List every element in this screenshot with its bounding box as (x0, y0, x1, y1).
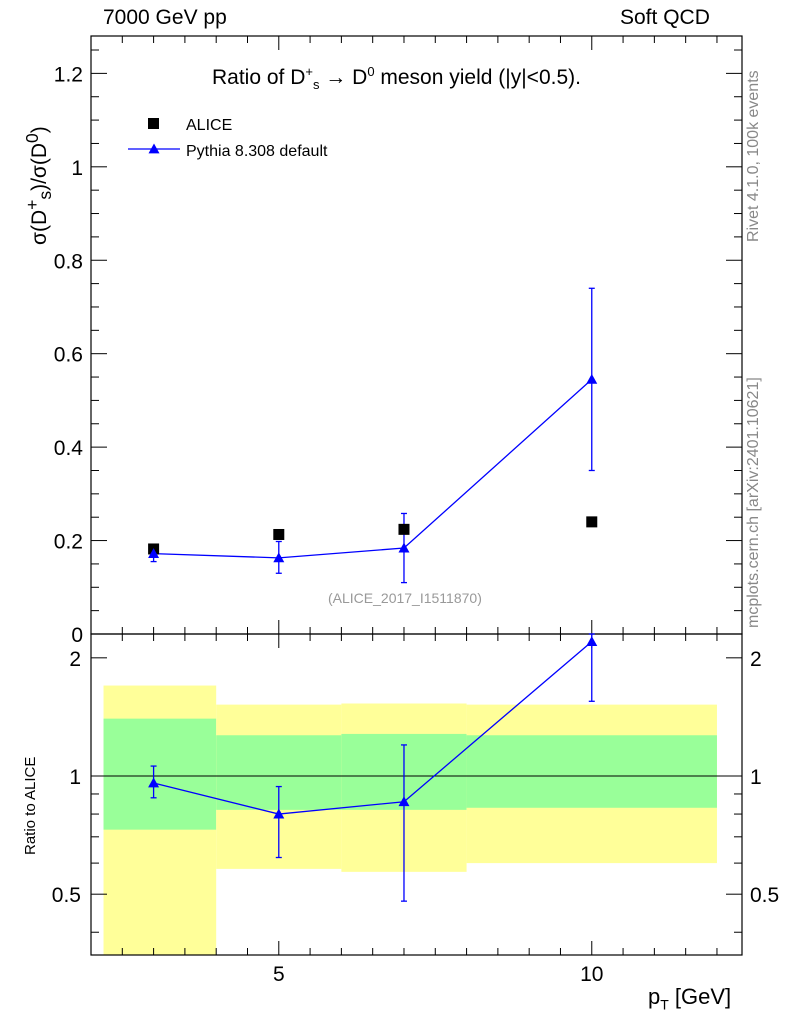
ratio-band-inner (103, 718, 217, 830)
pythia-point (398, 542, 410, 553)
title-sup-zero: 0 (367, 64, 375, 79)
chart-title: Ratio of D+s → D0 meson yield (|y|<0.5). (212, 64, 581, 92)
xlabel-sub-t: T (660, 996, 669, 1013)
ylabel-sup-zero: 0 (22, 133, 42, 143)
title-prefix: Ratio of D (212, 66, 306, 89)
ylabel-sub-s: s (35, 190, 56, 200)
ratio-y-tick-label-right: 0.5 (750, 884, 779, 907)
ratio-panel-frame (90, 633, 743, 956)
legend-pythia-marker (148, 143, 160, 154)
y-tick-label: 0 (71, 624, 83, 647)
pythia-point (273, 552, 285, 563)
energy-label: 7000 GeV pp (103, 6, 227, 29)
ylabel-part2: )/σ(D (28, 142, 51, 191)
mcplots-label: mcplots.cern.ch [arXiv:2401.10621] (745, 377, 762, 628)
y-tick-label: 1.2 (54, 63, 83, 86)
ratio-y-tick-label-right: 1 (750, 766, 762, 789)
ratio-line (153, 641, 593, 815)
ratio-band-inner (466, 735, 717, 808)
y-tick-label: 0.6 (54, 344, 83, 367)
xlabel-unit: [GeV] (668, 984, 732, 1009)
ratio-y-tick-label-right: 2 (750, 648, 762, 671)
ratio-point (148, 777, 160, 788)
ylabel-sup-plus: + (22, 199, 42, 210)
y-tick-label: 0.8 (54, 250, 83, 273)
legend-alice-marker (148, 118, 159, 129)
y-tick-label: 0.2 (54, 531, 83, 554)
y-axis-label: σ(D+s)/σ(D0) (22, 126, 56, 245)
category-label: Soft QCD (620, 6, 710, 29)
ratio-point (398, 796, 410, 807)
alice-point (273, 528, 285, 540)
alice-point (586, 516, 598, 528)
ratio-y-tick-label: 1 (69, 766, 81, 789)
xlabel-p: p (648, 984, 661, 1009)
y-tick-label: 0.4 (54, 437, 84, 460)
legend-pythia-label: Pythia 8.308 default (186, 143, 328, 160)
ratio-point (586, 636, 598, 646)
ratio-y-tick-label: 2 (69, 648, 81, 671)
x-tick-label: 5 (273, 963, 285, 986)
pythia-point (586, 373, 598, 384)
ratio-y-tick-label: 0.5 (52, 884, 81, 907)
x-axis-label: pT [GeV] (648, 984, 731, 1012)
legend-alice-label: ALICE (186, 117, 232, 134)
ratio-point (273, 808, 285, 819)
title-sub-s: s (312, 77, 320, 93)
title-sup-plus: + (305, 64, 313, 79)
ylabel-part1: σ(D (28, 209, 51, 245)
title-arrow: → D (319, 66, 368, 89)
analysis-reference: (ALICE_2017_I1511870) (328, 590, 482, 606)
ylabel-part3: ) (28, 126, 51, 134)
rivet-label: Rivet 4.1.0, 100k events (745, 70, 762, 242)
pythia-point (148, 548, 160, 559)
x-tick-label: 10 (580, 963, 603, 986)
title-suffix: meson yield (|y|<0.5). (374, 66, 581, 89)
ratio-axis-label: Ratio to ALICE (22, 756, 39, 855)
y-tick-label: 1 (71, 157, 83, 180)
pythia-line (153, 378, 593, 559)
alice-point (398, 523, 410, 535)
